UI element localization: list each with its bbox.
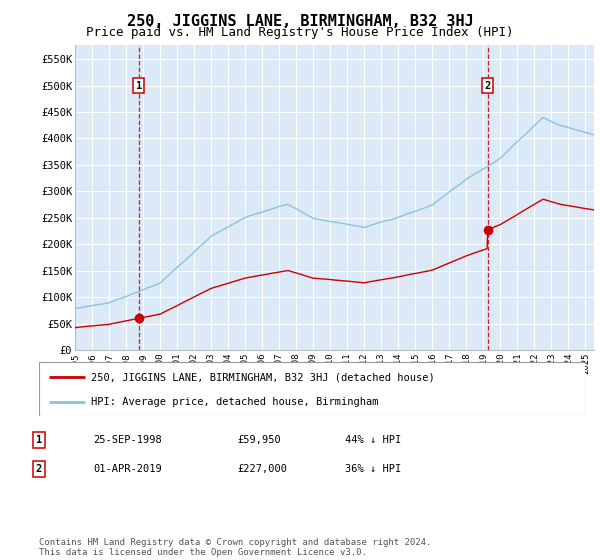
Text: 25-SEP-1998: 25-SEP-1998 bbox=[93, 435, 162, 445]
Text: 2: 2 bbox=[485, 81, 491, 91]
Text: 1: 1 bbox=[36, 435, 42, 445]
Text: 36% ↓ HPI: 36% ↓ HPI bbox=[345, 464, 401, 474]
Text: 250, JIGGINS LANE, BIRMINGHAM, B32 3HJ: 250, JIGGINS LANE, BIRMINGHAM, B32 3HJ bbox=[127, 14, 473, 29]
Text: Contains HM Land Registry data © Crown copyright and database right 2024.
This d: Contains HM Land Registry data © Crown c… bbox=[39, 538, 431, 557]
Text: HPI: Average price, detached house, Birmingham: HPI: Average price, detached house, Birm… bbox=[91, 397, 379, 407]
Text: 1: 1 bbox=[136, 81, 142, 91]
Text: £227,000: £227,000 bbox=[237, 464, 287, 474]
Text: Price paid vs. HM Land Registry's House Price Index (HPI): Price paid vs. HM Land Registry's House … bbox=[86, 26, 514, 39]
Text: 01-APR-2019: 01-APR-2019 bbox=[93, 464, 162, 474]
Text: £59,950: £59,950 bbox=[237, 435, 281, 445]
Text: 44% ↓ HPI: 44% ↓ HPI bbox=[345, 435, 401, 445]
FancyBboxPatch shape bbox=[39, 362, 585, 416]
Text: 250, JIGGINS LANE, BIRMINGHAM, B32 3HJ (detached house): 250, JIGGINS LANE, BIRMINGHAM, B32 3HJ (… bbox=[91, 372, 434, 382]
Text: 2: 2 bbox=[36, 464, 42, 474]
